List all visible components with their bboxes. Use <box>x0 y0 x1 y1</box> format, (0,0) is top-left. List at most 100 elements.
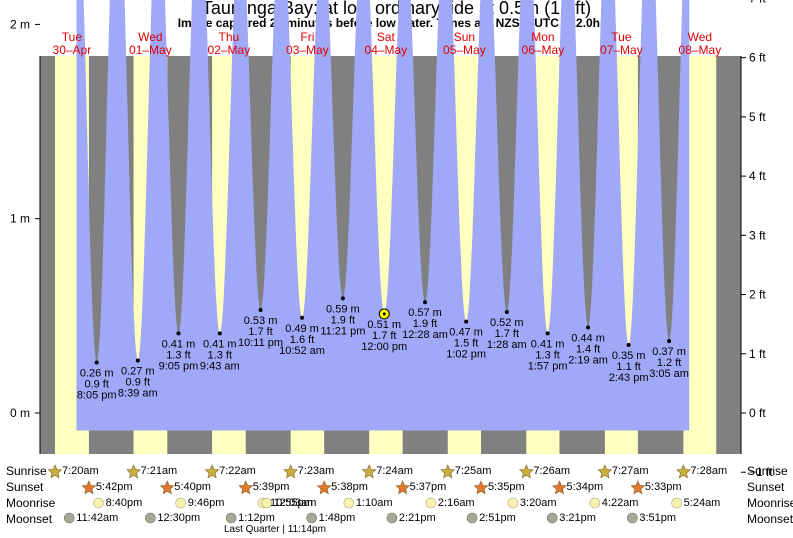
moonrise-row-label: Moonrise <box>6 496 56 510</box>
sunset-icon <box>395 480 411 495</box>
moonrise-time: 9:46pm <box>187 497 225 509</box>
tide-point <box>667 339 672 344</box>
tide-point <box>340 296 345 301</box>
sunrise-icon <box>518 464 534 479</box>
low-tide-m: 0.41 m <box>531 338 565 350</box>
sunrise-time: 7:25am <box>454 465 492 477</box>
moonrise-icon <box>507 497 519 509</box>
moonset-time: 11:42am <box>76 512 119 524</box>
right-tick-label: 2 ft <box>749 288 766 302</box>
low-tide-ft: 0.9 ft <box>84 378 108 390</box>
right-tick-label: 6 ft <box>749 51 766 65</box>
sunrise-icon <box>204 464 220 479</box>
low-tide-ft: 1.4 ft <box>576 344 600 356</box>
low-tide-time: 3:05 am <box>649 368 689 380</box>
day-of-week-label: Tue <box>611 30 632 44</box>
low-tide-time: 2:19 am <box>568 355 608 367</box>
moonrise-time: 10:55pm <box>269 497 313 509</box>
sunrise-row-label: Sunrise <box>6 464 47 478</box>
moonset-icon <box>145 512 156 524</box>
tide-point <box>464 319 469 324</box>
low-tide-m: 0.49 m <box>285 323 319 335</box>
sunset-time: 5:33pm <box>644 481 682 493</box>
moonrise-time: 12:03am <box>273 497 317 509</box>
moonrise-time: 3:20am <box>519 497 557 509</box>
tide-point <box>94 360 99 365</box>
sunset-row-label: Sunset <box>6 480 44 494</box>
moonset-icon <box>63 512 75 524</box>
low-tide-ft: 1.7 ft <box>372 330 396 342</box>
moonset-icon <box>306 512 317 524</box>
day-of-week-label: Tue <box>62 30 83 44</box>
day-of-week-label: Sat <box>377 30 396 44</box>
moonset-time: 2:51pm <box>479 512 516 524</box>
date-label: 02–May <box>208 43 251 57</box>
date-label: 04–May <box>365 43 408 57</box>
right-tick-label: 0 ft <box>749 406 766 420</box>
moonset-icon <box>466 512 478 524</box>
right-tick-label: 3 ft <box>749 228 766 242</box>
low-tide-time: 10:52 am <box>279 345 325 357</box>
day-of-week-label: Thu <box>219 30 240 44</box>
low-tide-m: 0.41 m <box>162 338 196 350</box>
sunset-icon <box>81 480 97 495</box>
moonrise-icon <box>93 497 104 509</box>
moonset-time: 3:21pm <box>559 512 596 524</box>
low-tide-m: 0.26 m <box>80 367 114 379</box>
tide-point <box>586 325 591 330</box>
sunrise-time: 7:28am <box>690 465 728 477</box>
low-tide-time: 10:11 pm <box>238 337 283 349</box>
day-of-week-label: Wed <box>688 30 712 44</box>
sunrise-icon <box>283 464 299 479</box>
tide-point <box>626 342 631 347</box>
low-tide-m: 0.41 m <box>203 338 237 350</box>
sunset-time: 5:35pm <box>488 481 525 493</box>
moonrise-time: 5:24am <box>683 497 721 509</box>
low-tide-m: 0.53 m <box>244 315 278 327</box>
low-tide-m: 0.51 m <box>367 319 401 331</box>
low-tide-m: 0.35 m <box>612 350 646 362</box>
sunset-time: 5:42pm <box>95 481 133 493</box>
low-tide-time: 12:28 am <box>402 329 448 341</box>
moonrise-time: 2:16am <box>437 497 475 509</box>
moonrise-icon <box>589 497 601 509</box>
moonset-row-label: Moonset <box>6 512 53 526</box>
low-tide-ft: 1.7 ft <box>495 328 519 340</box>
moonset-time: 1:48pm <box>318 512 356 524</box>
moonset-icon <box>627 512 638 524</box>
low-tide-ft: 1.7 ft <box>248 326 272 338</box>
date-label: 05–May <box>443 43 486 57</box>
low-tide-ft: 1.1 ft <box>616 361 640 373</box>
low-tide-ft: 1.9 ft <box>331 314 355 326</box>
low-tide-ft: 1.9 ft <box>413 318 437 330</box>
tide-point <box>423 300 428 305</box>
right-tick-label: 7 ft <box>749 0 766 5</box>
low-tide-m: 0.47 m <box>449 327 483 339</box>
low-tide-ft: 1.3 ft <box>166 349 190 361</box>
moonset-row-label-right: Moonset <box>747 512 793 526</box>
tide-point <box>176 331 181 336</box>
low-tide-time: 8:39 am <box>118 388 158 400</box>
moonset-icon <box>546 512 558 524</box>
low-tide-time: 9:05 pm <box>159 360 199 372</box>
moonrise-icon <box>175 497 186 509</box>
low-tide-m: 0.59 m <box>326 303 360 315</box>
right-tick-label: 1 ft <box>749 347 766 361</box>
low-tide-time: 12:00 pm <box>361 341 407 353</box>
day-of-week-label: Mon <box>531 30 554 44</box>
tide-point <box>300 315 305 320</box>
day-of-week-label: Wed <box>138 30 162 44</box>
sunset-time: 5:34pm <box>566 481 604 493</box>
day-of-week-label: Fri <box>300 30 314 44</box>
sunrise-icon <box>440 464 456 479</box>
sunset-icon <box>630 480 646 495</box>
sunrise-icon <box>361 464 377 479</box>
sunset-icon <box>552 480 567 495</box>
sunset-time: 5:38pm <box>331 481 368 493</box>
sunrise-icon <box>47 464 63 479</box>
tide-point <box>135 358 140 363</box>
sunset-time: 5:40pm <box>174 481 211 493</box>
sunrise-time: 7:26am <box>533 465 571 477</box>
low-tide-time: 11:21 pm <box>320 325 365 337</box>
moonrise-icon <box>343 497 355 509</box>
